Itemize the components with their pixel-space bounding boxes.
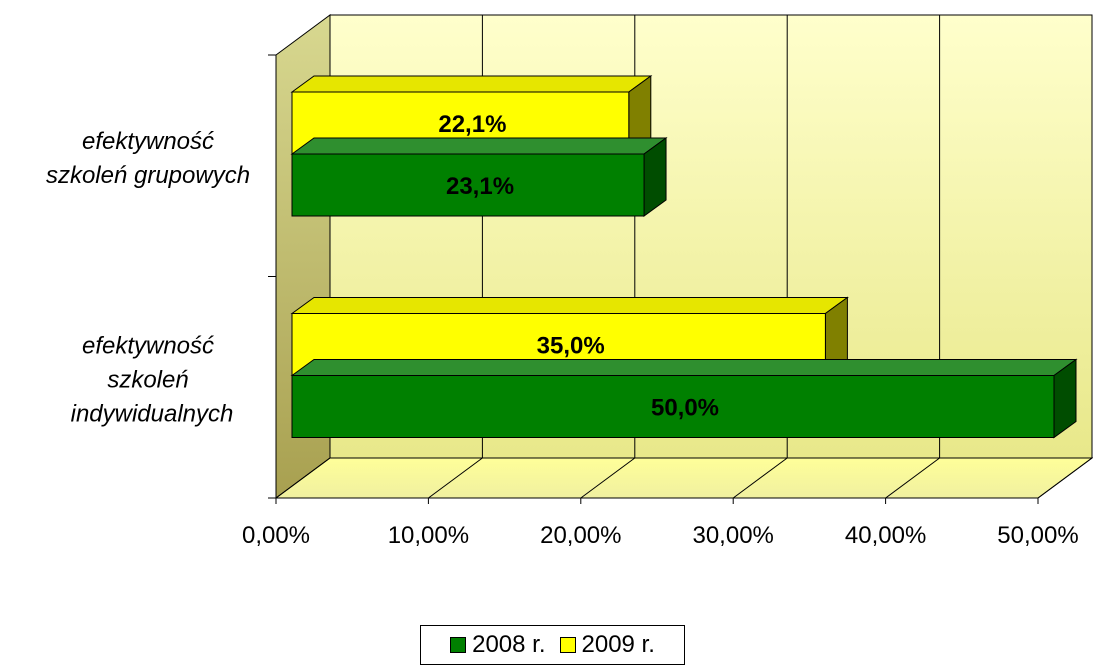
- legend-label-2009: 2009 r.: [581, 631, 655, 658]
- bar-top-face: [290, 359, 1078, 376]
- x-tick-label: 30,00%: [692, 522, 773, 549]
- x-tick-label: 20,00%: [540, 522, 621, 549]
- legend: 2008 r. 2009 r.: [420, 625, 685, 665]
- category-label-line: efektywność: [82, 332, 214, 359]
- category-label-line: indywidualnych: [71, 400, 234, 427]
- bar-top-face: [290, 137, 668, 155]
- data-label: 50,0%: [651, 395, 719, 422]
- bar: [290, 137, 668, 217]
- bar-top-face: [290, 75, 653, 93]
- legend-swatch-2009: [559, 637, 576, 653]
- legend-label-2008: 2008 r.: [472, 631, 546, 658]
- floor-gridline: [275, 457, 331, 499]
- category-label-line: efektywność: [82, 128, 214, 155]
- data-label: 22,1%: [438, 111, 506, 138]
- x-tick-label: 50,00%: [997, 522, 1078, 549]
- floor-gridline: [428, 457, 483, 499]
- category-label-line: szkoleń grupowych: [46, 162, 250, 189]
- legend-swatch-2008: [450, 637, 467, 653]
- axes: [268, 54, 1039, 504]
- data-label: 35,0%: [537, 333, 605, 360]
- legend-item-2008: 2008 r.: [450, 631, 546, 659]
- category-label: efektywność szkoleń indywidualnych: [71, 332, 234, 427]
- floor-gridline: [1037, 457, 1093, 499]
- floor-gridline: [580, 457, 636, 499]
- bar-front-face: [291, 153, 645, 217]
- bar-top-face: [290, 297, 849, 314]
- x-tick-label: 40,00%: [845, 522, 926, 549]
- floor-gridline: [885, 457, 940, 499]
- x-tick-label: 10,00%: [388, 522, 469, 549]
- bars-group: [290, 75, 1078, 439]
- floor: [274, 457, 1093, 499]
- data-label: 23,1%: [446, 173, 514, 200]
- bar: [290, 358, 1078, 439]
- x-tick-label: 0,00%: [242, 522, 310, 549]
- legend-item-2009: 2009 r.: [559, 631, 655, 659]
- floor-gridline: [732, 457, 788, 499]
- labels-group: 22,1% 23,1% 35,0% 50,0% 0,00% 10,00% 20,00% 30,…: [46, 111, 1079, 549]
- category-label: efektywność szkoleń grupowych: [46, 128, 250, 189]
- category-label-line: szkoleń: [107, 366, 188, 393]
- bar-front-face: [291, 375, 1055, 438]
